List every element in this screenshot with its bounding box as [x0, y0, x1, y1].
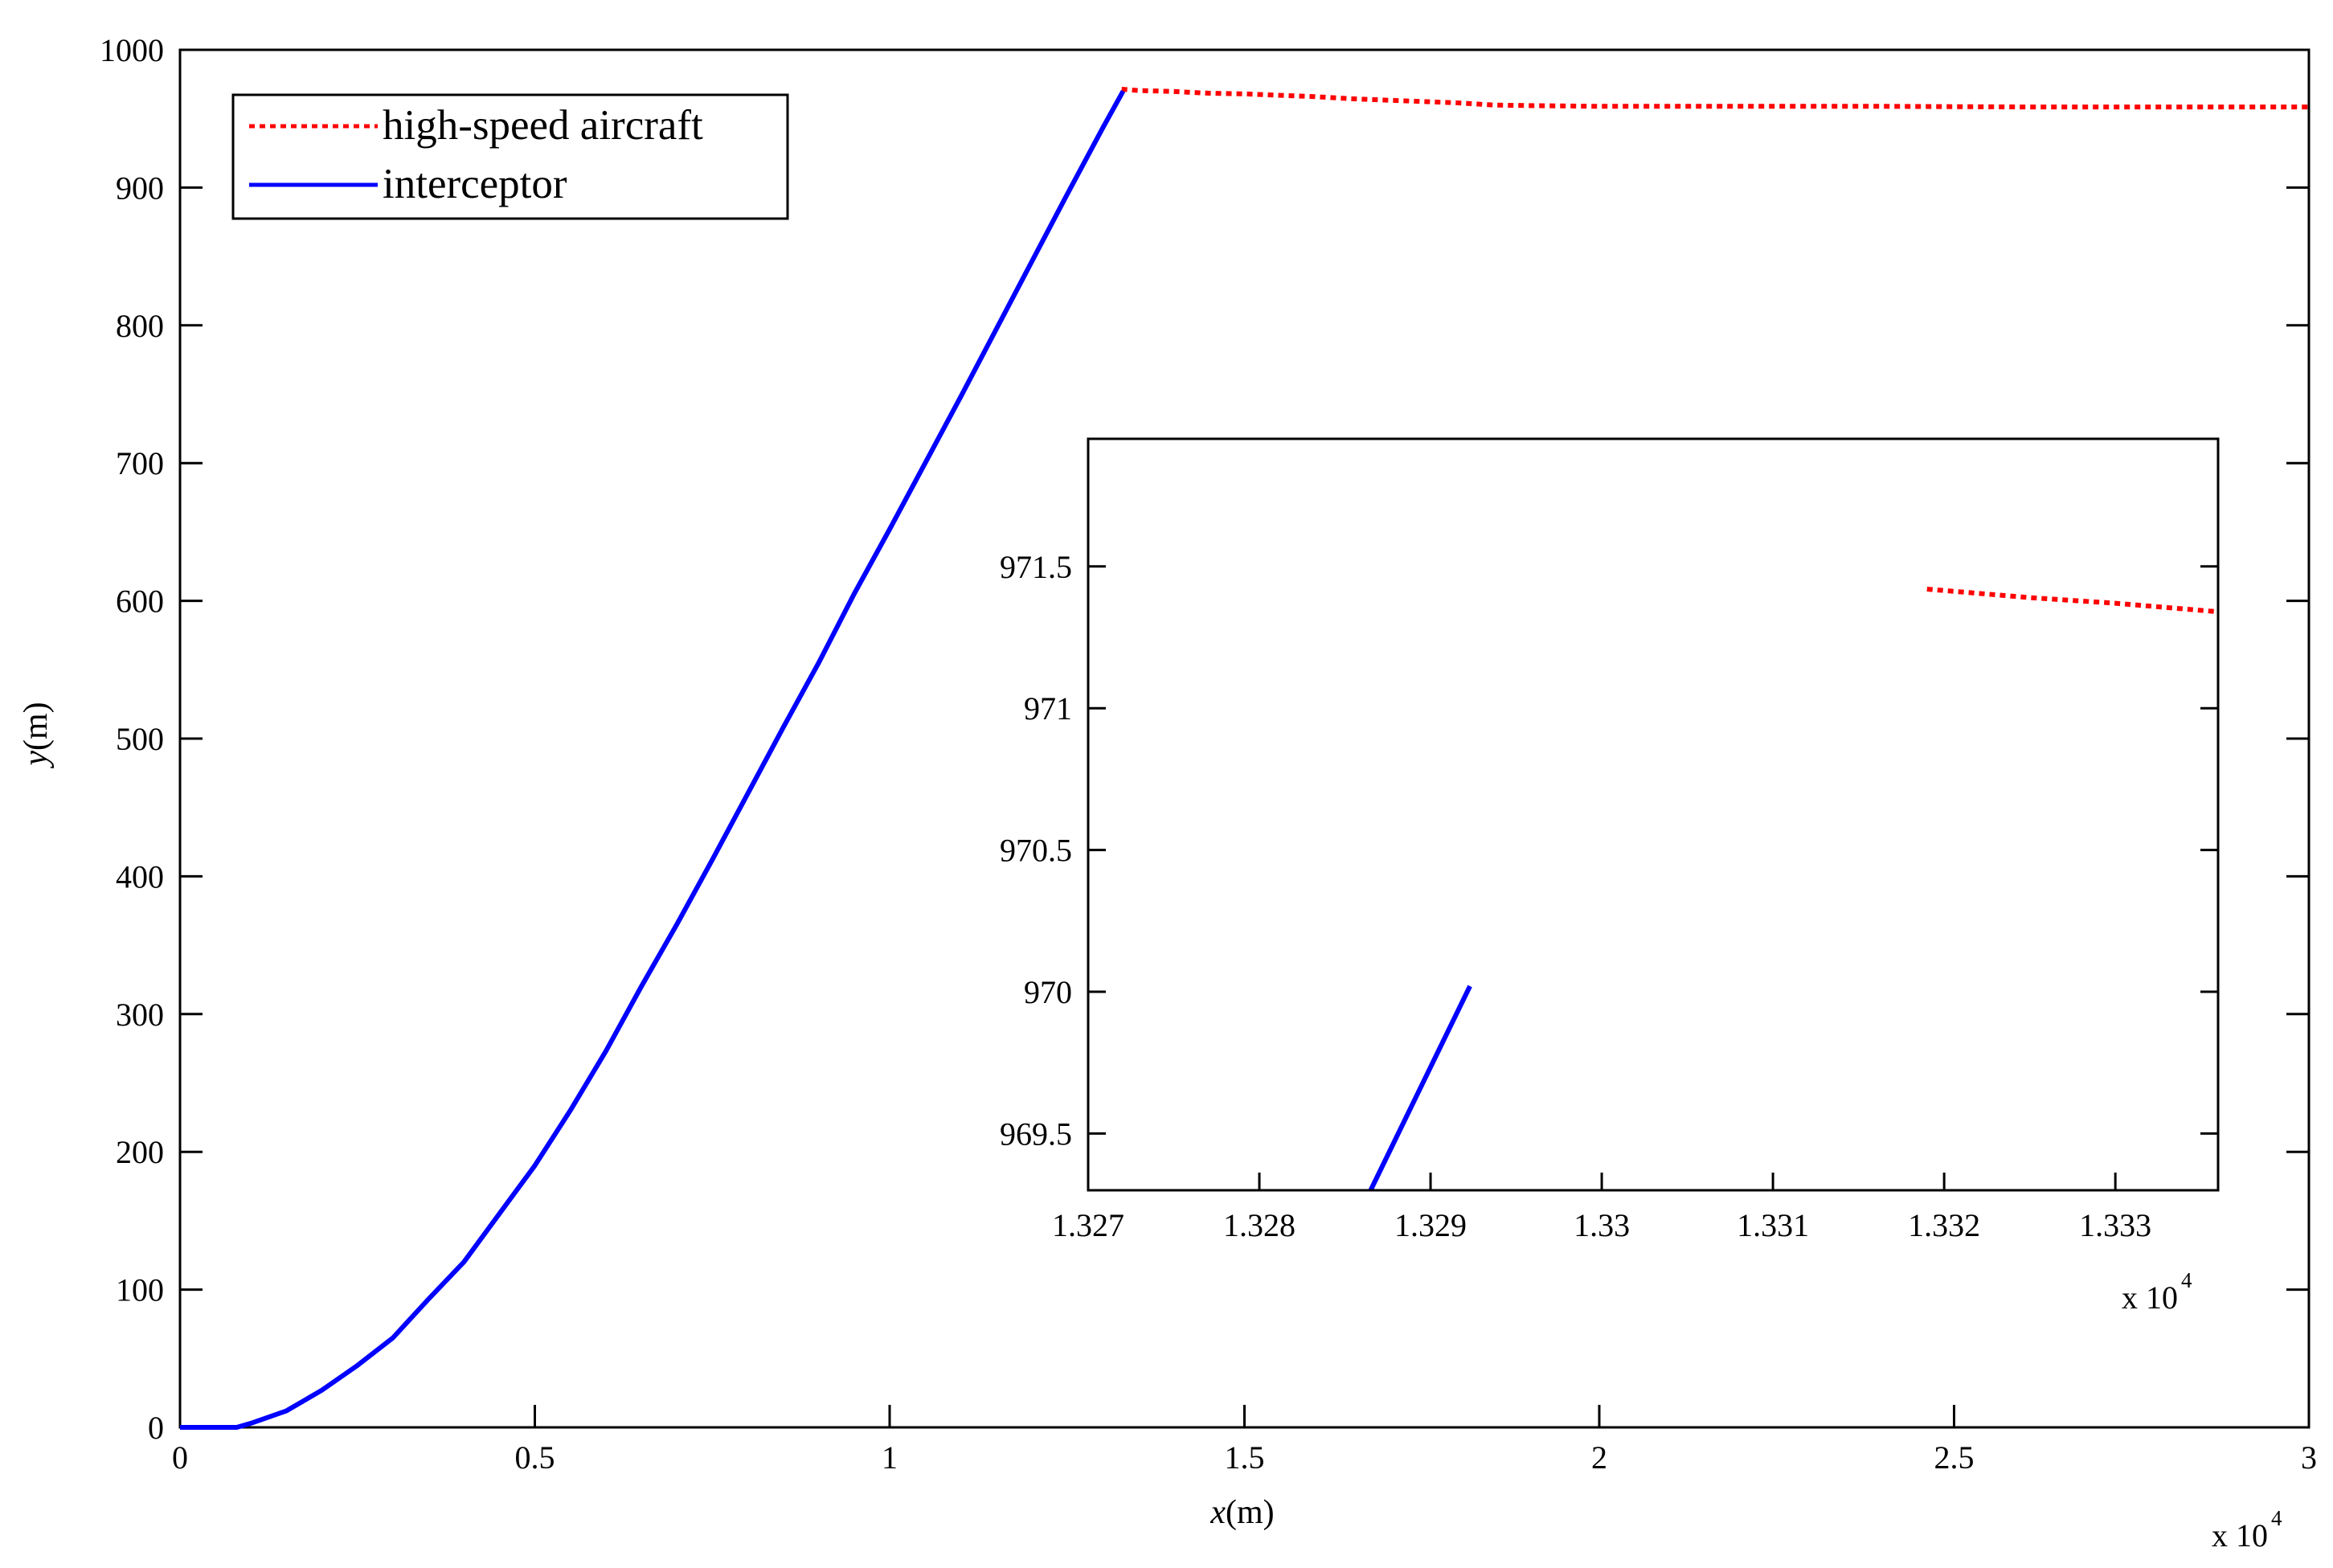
inset-plot: 1.327 1.328 1.329 1.33 1.331 1.332 1.333 969.5… — [1000, 437, 2220, 1243]
x-axis-label: x(m) — [1209, 1494, 1274, 1531]
x-axis-label-var: x — [1209, 1494, 1226, 1531]
x-tick-label: 1.328 — [1223, 1207, 1295, 1243]
series-line-high-speed-aircraft — [1926, 587, 2219, 615]
main-x-multiplier: x 10 4 — [2212, 1506, 2282, 1554]
x-tick-label: 1.331 — [1737, 1207, 1809, 1243]
y-tick-label: 971.5 — [1000, 549, 1072, 585]
y-tick-label: 300 — [116, 997, 164, 1033]
main-plot: 0 0.5 1 1.5 2 2.5 3 0 100 200 300 400 500 600 700 800 9… — [100, 32, 2317, 1476]
y-tick-label: 969.5 — [1000, 1116, 1072, 1152]
y-tick-label: 400 — [116, 858, 164, 895]
y-axis-label-var: y — [18, 751, 55, 769]
series-line-interceptor — [180, 89, 1126, 1430]
x-tick-label: 0.5 — [515, 1439, 555, 1476]
y-tick-label: 700 — [116, 445, 164, 481]
x-tick-label: 1.332 — [1908, 1207, 1980, 1243]
y-tick-label: 900 — [116, 170, 164, 206]
inset-x-ticks: 1.327 1.328 1.329 1.33 1.331 1.332 1.333 — [1052, 1173, 2151, 1243]
x-tick-label: 2.5 — [1934, 1439, 1975, 1476]
x-tick-label: 1.333 — [2079, 1207, 2151, 1243]
y-tick-label: 1000 — [100, 32, 164, 68]
y-tick-label: 0 — [148, 1410, 164, 1446]
y-tick-label: 600 — [116, 583, 164, 620]
y-axis-label: y(m) — [18, 702, 55, 768]
inset-plot-frame — [1087, 437, 2220, 1192]
x-tick-label: 1.329 — [1394, 1207, 1467, 1243]
y-tick-label: 500 — [116, 721, 164, 757]
x-axis-label-unit: (m) — [1226, 1494, 1275, 1531]
x-tick-label: 3 — [2301, 1439, 2317, 1476]
y-tick-label: 970 — [1024, 974, 1072, 1010]
y-axis-label-unit: (m) — [18, 702, 55, 751]
legend-label-interceptor: interceptor — [383, 161, 567, 207]
x-tick-label: 1.327 — [1052, 1207, 1124, 1243]
legend-label-high-speed-aircraft: high-speed aircraft — [383, 102, 703, 149]
legend-box — [231, 93, 789, 220]
x-tick-label: 1 — [882, 1439, 898, 1476]
series-line-high-speed-aircraft — [1121, 87, 2309, 110]
y-tick-label: 971 — [1024, 690, 1072, 727]
x-tick-label: 0 — [172, 1439, 188, 1476]
series-line-interceptor — [1368, 985, 1472, 1192]
legend: high-speed aircraft interceptor — [231, 93, 789, 220]
y-tick-label: 800 — [116, 308, 164, 344]
y-tick-label: 100 — [116, 1272, 164, 1308]
y-tick-label: 970.5 — [1000, 833, 1072, 869]
x-tick-label: 1.5 — [1225, 1439, 1265, 1476]
main-x-ticks: 0 0.5 1 1.5 2 2.5 3 — [172, 1405, 2317, 1476]
main-series-lines — [180, 87, 2309, 1430]
main-y-ticks: 0 100 200 300 400 500 600 700 800 900 1000 — [100, 32, 2309, 1446]
inset-x-multiplier: x 10 4 — [2122, 1268, 2192, 1316]
inset-series-lines — [1368, 587, 2219, 1192]
inset-background — [1088, 439, 2218, 1190]
inset-y-ticks: 969.5 970 970.5 971 971.5 — [1000, 549, 2218, 1152]
y-tick-label: 200 — [116, 1134, 164, 1170]
x-tick-label: 1.33 — [1574, 1207, 1630, 1243]
x-tick-label: 2 — [1591, 1439, 1607, 1476]
